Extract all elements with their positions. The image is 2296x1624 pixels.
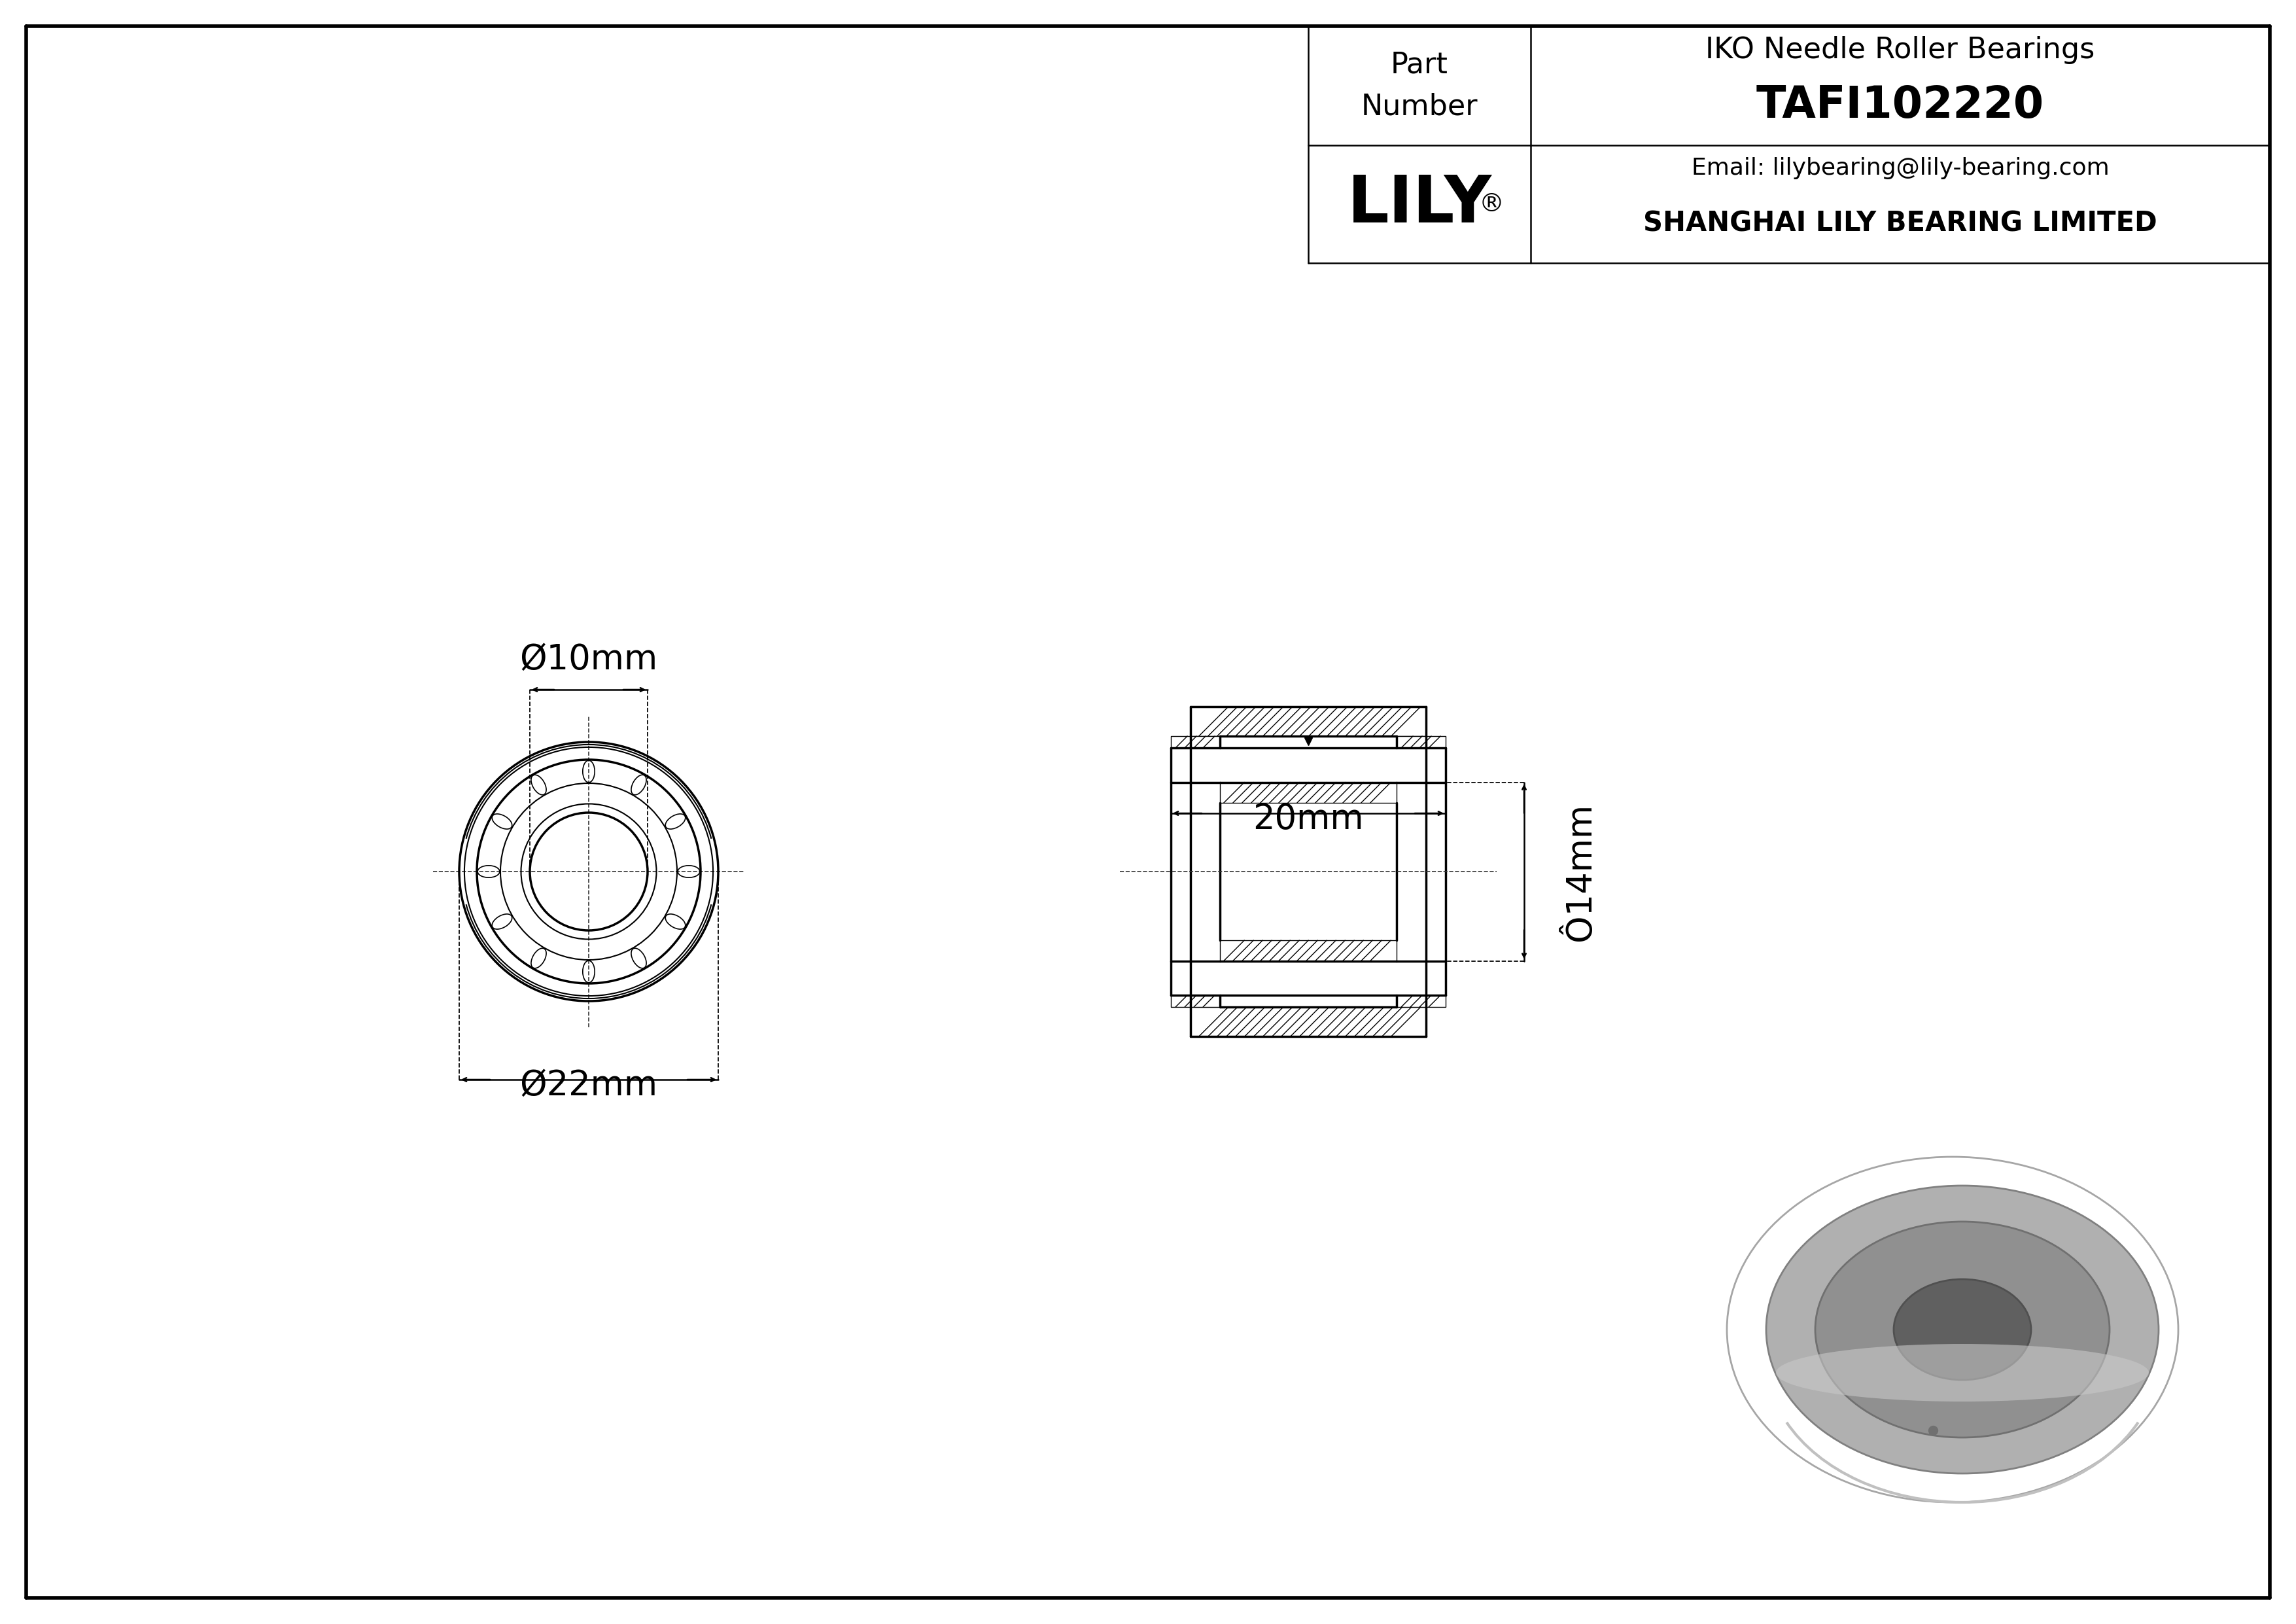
Ellipse shape (1894, 1280, 2032, 1380)
Text: Ø10mm: Ø10mm (519, 643, 659, 677)
Bar (1171, 996, 1219, 1007)
Text: Part
Number: Part Number (1362, 50, 1479, 120)
Bar (1396, 736, 1446, 749)
Text: IKO Needle Roller Bearings: IKO Needle Roller Bearings (1706, 36, 2094, 63)
Text: SHANGHAI LILY BEARING LIMITED: SHANGHAI LILY BEARING LIMITED (1644, 209, 2158, 237)
Bar (1192, 1007, 1426, 1036)
Bar (1219, 940, 1396, 961)
Ellipse shape (1766, 1186, 2158, 1473)
Text: LILY: LILY (1348, 172, 1492, 235)
Text: Ô14mm: Ô14mm (1564, 802, 1598, 940)
Text: Email: lilybearing@lily-bearing.com: Email: lilybearing@lily-bearing.com (1692, 158, 2110, 179)
Text: 20mm: 20mm (1254, 802, 1364, 836)
Ellipse shape (1816, 1221, 2110, 1437)
Bar (1192, 706, 1426, 736)
Text: Ø22mm: Ø22mm (519, 1069, 657, 1103)
Bar (1171, 736, 1219, 749)
Text: ®: ® (1479, 192, 1504, 216)
Bar (1396, 996, 1446, 1007)
Text: TAFI102220: TAFI102220 (1756, 84, 2043, 127)
Bar (1219, 783, 1396, 802)
Ellipse shape (1777, 1345, 2149, 1402)
